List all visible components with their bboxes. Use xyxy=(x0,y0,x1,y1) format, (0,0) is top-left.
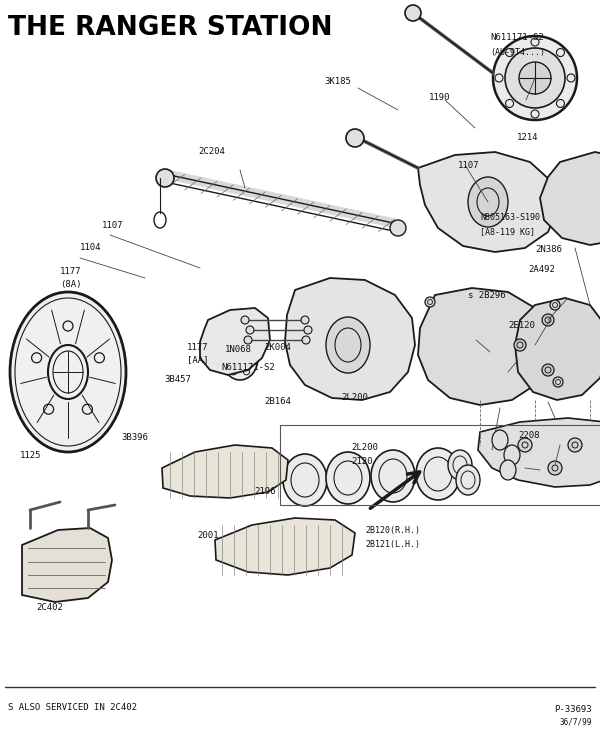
Ellipse shape xyxy=(448,450,472,480)
Circle shape xyxy=(304,326,312,334)
Polygon shape xyxy=(418,288,548,405)
Circle shape xyxy=(518,438,532,452)
Ellipse shape xyxy=(504,445,520,465)
Text: (AU-9T4...): (AU-9T4...) xyxy=(490,48,545,56)
Ellipse shape xyxy=(468,177,508,227)
Circle shape xyxy=(542,314,554,326)
Text: 3K185: 3K185 xyxy=(325,78,352,86)
Text: N611171-S2: N611171-S2 xyxy=(490,34,544,42)
Text: s 2B296: s 2B296 xyxy=(468,291,506,299)
Text: 2C402: 2C402 xyxy=(37,603,64,613)
Circle shape xyxy=(246,326,254,334)
Text: 1104: 1104 xyxy=(80,244,101,253)
Text: 2E120: 2E120 xyxy=(508,321,535,329)
Polygon shape xyxy=(478,418,600,487)
Polygon shape xyxy=(162,445,288,498)
Text: 2196: 2196 xyxy=(254,488,276,496)
Text: 2K004: 2K004 xyxy=(265,343,292,353)
Circle shape xyxy=(301,316,309,324)
Text: 1N068: 1N068 xyxy=(224,346,251,354)
Circle shape xyxy=(550,300,560,310)
Text: (8A): (8A) xyxy=(60,280,82,289)
Ellipse shape xyxy=(222,336,258,380)
Polygon shape xyxy=(215,518,355,575)
Circle shape xyxy=(244,336,252,344)
Circle shape xyxy=(548,461,562,475)
Circle shape xyxy=(405,5,421,21)
Ellipse shape xyxy=(505,48,565,108)
Text: 36/7/99: 36/7/99 xyxy=(560,717,592,726)
Ellipse shape xyxy=(326,317,370,373)
Ellipse shape xyxy=(500,460,516,480)
Text: 3B396: 3B396 xyxy=(122,433,148,443)
Text: N611171-S2: N611171-S2 xyxy=(221,364,275,373)
Polygon shape xyxy=(418,152,558,252)
Text: 2L200: 2L200 xyxy=(341,394,368,403)
Polygon shape xyxy=(22,528,112,602)
Circle shape xyxy=(156,169,174,187)
Text: 1177: 1177 xyxy=(187,343,209,353)
Text: 1107: 1107 xyxy=(458,160,479,170)
Text: 2A492: 2A492 xyxy=(528,266,555,274)
Text: 2C204: 2C204 xyxy=(199,148,226,157)
Circle shape xyxy=(568,438,582,452)
Circle shape xyxy=(241,316,249,324)
Polygon shape xyxy=(200,308,270,375)
Text: 2B120(R.H.): 2B120(R.H.) xyxy=(365,526,420,534)
Circle shape xyxy=(542,364,554,376)
Text: 2001: 2001 xyxy=(197,531,219,539)
Text: S ALSO SERVICED IN 2C402: S ALSO SERVICED IN 2C402 xyxy=(8,703,137,712)
Ellipse shape xyxy=(283,454,327,506)
Circle shape xyxy=(302,336,310,344)
Text: 1214: 1214 xyxy=(517,133,539,143)
Text: 2B164: 2B164 xyxy=(265,397,292,406)
Circle shape xyxy=(553,377,563,387)
Polygon shape xyxy=(285,278,415,400)
Ellipse shape xyxy=(456,465,480,495)
Text: 2120: 2120 xyxy=(351,458,373,466)
Circle shape xyxy=(425,297,435,307)
Text: 2L200: 2L200 xyxy=(352,444,379,452)
Circle shape xyxy=(514,339,526,351)
Text: 1177: 1177 xyxy=(60,267,82,277)
Text: [AA]: [AA] xyxy=(187,356,209,365)
Polygon shape xyxy=(515,298,600,400)
Text: P-33693: P-33693 xyxy=(554,706,592,714)
Ellipse shape xyxy=(371,450,415,502)
Text: THE RANGER STATION: THE RANGER STATION xyxy=(8,15,332,41)
Text: N805163-S190: N805163-S190 xyxy=(480,214,540,223)
Text: 2B121(L.H.): 2B121(L.H.) xyxy=(365,539,420,548)
Ellipse shape xyxy=(10,292,126,452)
Ellipse shape xyxy=(492,430,508,450)
Ellipse shape xyxy=(519,62,551,94)
Ellipse shape xyxy=(493,36,577,120)
Text: 3B457: 3B457 xyxy=(164,376,191,384)
Circle shape xyxy=(390,220,406,236)
Text: 1190: 1190 xyxy=(429,94,451,102)
Text: 1107: 1107 xyxy=(102,220,124,230)
Text: [A8-119 KG]: [A8-119 KG] xyxy=(480,228,535,236)
Ellipse shape xyxy=(416,448,460,500)
Text: 1125: 1125 xyxy=(20,450,41,460)
Text: 2208: 2208 xyxy=(518,430,539,439)
Ellipse shape xyxy=(326,452,370,504)
Text: 2N386: 2N386 xyxy=(535,245,562,255)
Polygon shape xyxy=(540,152,600,245)
Circle shape xyxy=(346,129,364,147)
